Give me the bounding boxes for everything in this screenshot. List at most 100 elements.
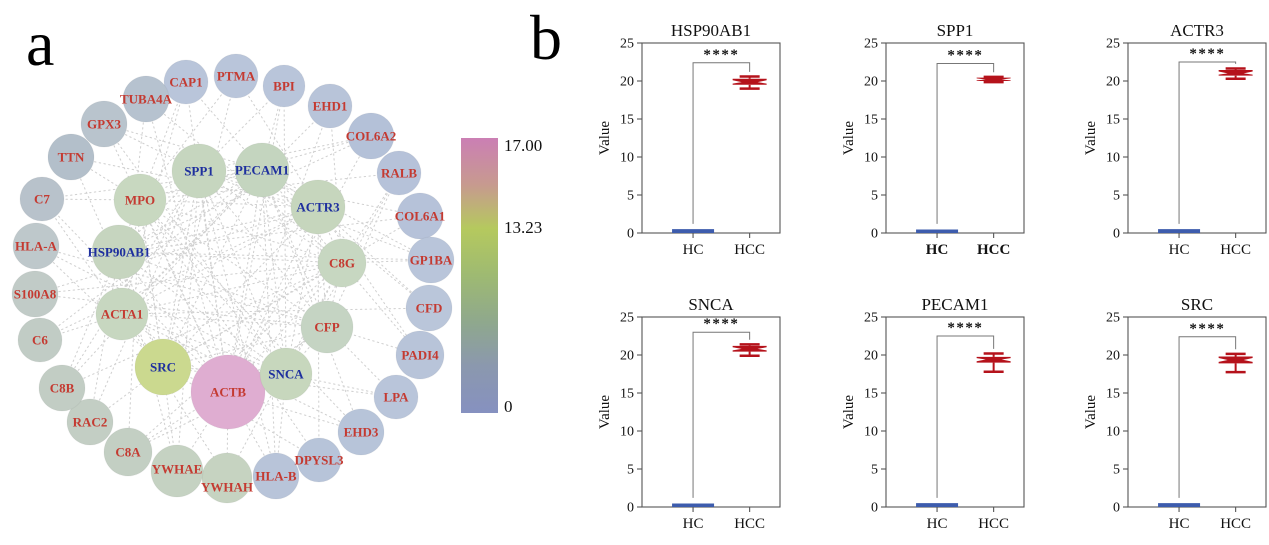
network-edge: [317, 206, 421, 356]
y-tick-label: 20: [864, 349, 878, 364]
network-node-RALB: [376, 150, 422, 196]
network-edge: [103, 123, 263, 171]
network-edge: [139, 199, 319, 208]
boxplot-SNCA: SNCA 0 5 10 15 20 25 Value HC HCC ****: [597, 295, 781, 532]
ppi-network: CAP1 PTMA BPI EHD1 COL6A2 RALB COL6A1 GP1BA CFD P…: [11, 53, 455, 504]
network-edge: [34, 206, 319, 295]
network-node-MPO: [113, 173, 167, 227]
network-edge: [198, 135, 372, 172]
network-node-label-HLA-B: HLA-B: [255, 469, 297, 484]
network-edge: [103, 123, 287, 375]
y-tick-label: 5: [1113, 189, 1120, 204]
network-edge: [198, 170, 328, 328]
significance-stars: ****: [703, 316, 739, 332]
boxplot-ACTR3: ACTR3 0 5 10 15 20 25 Value HC HCC ****: [1083, 21, 1267, 258]
significance-stars: ****: [947, 48, 983, 64]
network-edge: [261, 169, 328, 328]
hcc-box: [1218, 356, 1253, 364]
network-node-label-S100A8: S100A8: [14, 287, 57, 302]
y-axis-label: Value: [597, 121, 613, 155]
y-tick-label: 25: [620, 37, 634, 52]
network-node-RAC2: [66, 398, 114, 446]
network-edge: [39, 206, 319, 341]
x-tick-label-HCC: HCC: [734, 242, 765, 258]
network-edge: [70, 156, 164, 368]
y-tick-label: 20: [1106, 75, 1120, 90]
network-edge: [61, 170, 200, 389]
hc-bar: [916, 503, 959, 507]
network-edge: [162, 169, 263, 368]
network-edge: [121, 313, 362, 433]
plot-frame: [885, 42, 1025, 234]
network-edge: [162, 75, 237, 368]
network-node-TTN: [47, 133, 95, 181]
y-tick-label: 0: [871, 227, 878, 242]
significance-bracket: [692, 331, 751, 498]
network-node-label-C7: C7: [34, 192, 50, 207]
colorbar-gradient: [461, 138, 498, 413]
network-node-label-SNCA: SNCA: [268, 367, 304, 382]
network-edge: [329, 105, 343, 264]
hcc-box: [976, 77, 1011, 81]
y-tick-label: 20: [620, 75, 634, 90]
network-edge: [198, 170, 287, 375]
network-node-label-BPI: BPI: [273, 79, 295, 94]
network-node-LPA: [373, 374, 419, 420]
hc-bar: [1158, 229, 1201, 233]
network-edge: [89, 251, 120, 423]
network-node-HSP90AB1: [91, 224, 147, 280]
network-edge: [121, 313, 228, 479]
y-tick-label: 25: [1106, 37, 1120, 52]
y-tick-label: 25: [864, 37, 878, 52]
y-axis-label: Value: [1083, 121, 1099, 155]
x-tick-label-HC: HC: [1169, 242, 1190, 258]
network-node-PADI4: [395, 330, 445, 380]
x-tick-label-HC: HC: [683, 242, 704, 258]
significance-stars: ****: [1189, 321, 1225, 337]
network-edge: [118, 251, 432, 261]
network-edge: [261, 169, 362, 433]
network-node-BPI: [262, 64, 306, 108]
network-node-label-HLA-A: HLA-A: [15, 239, 58, 254]
network-edge: [235, 75, 319, 208]
network-node-ACTR3: [290, 179, 346, 235]
network-node-HLA-B: [252, 452, 300, 500]
x-tick-label-HC: HC: [1169, 516, 1190, 532]
network-edge: [139, 199, 320, 461]
y-tick-label: 0: [627, 227, 634, 242]
x-tick-label-HCC: HCC: [1220, 516, 1251, 532]
network-node-COL6A2: [347, 112, 395, 160]
network-edge: [227, 135, 372, 393]
y-axis-label: Value: [841, 395, 857, 429]
network-edge: [121, 313, 328, 328]
y-tick-label: 5: [627, 463, 634, 478]
significance-stars: ****: [947, 320, 983, 336]
panel-b-label: b: [530, 2, 562, 73]
y-tick-label: 5: [1113, 463, 1120, 478]
network-node-YWHAE: [150, 444, 204, 498]
network-node-CFP: [300, 300, 354, 354]
network-node-EHD3: [337, 408, 385, 456]
network-node-label-LPA: LPA: [383, 390, 409, 405]
network-node-PECAM1: [234, 142, 290, 198]
x-tick-label-HCC: HCC: [977, 242, 1010, 258]
network-node-ACTA1: [95, 287, 149, 341]
x-tick-label-HC: HC: [927, 516, 948, 532]
network-edge: [176, 170, 200, 472]
network-node-label-TUBA4A: TUBA4A: [120, 92, 173, 107]
network-edge: [285, 206, 319, 375]
significance-bracket: [936, 63, 995, 224]
x-tick-label-HC: HC: [926, 242, 949, 258]
plot-frame: [1127, 316, 1267, 508]
y-tick-label: 15: [864, 113, 878, 128]
network-edge: [227, 169, 263, 393]
network-node-label-MPO: MPO: [125, 193, 155, 208]
network-node-SRC: [134, 338, 192, 396]
network-edge: [127, 326, 328, 453]
network-edge: [261, 169, 287, 375]
network-edge: [34, 293, 328, 328]
hc-bar: [672, 503, 715, 507]
plot-frame: [885, 316, 1025, 508]
network-edge: [139, 199, 328, 328]
y-tick-label: 15: [620, 113, 634, 128]
